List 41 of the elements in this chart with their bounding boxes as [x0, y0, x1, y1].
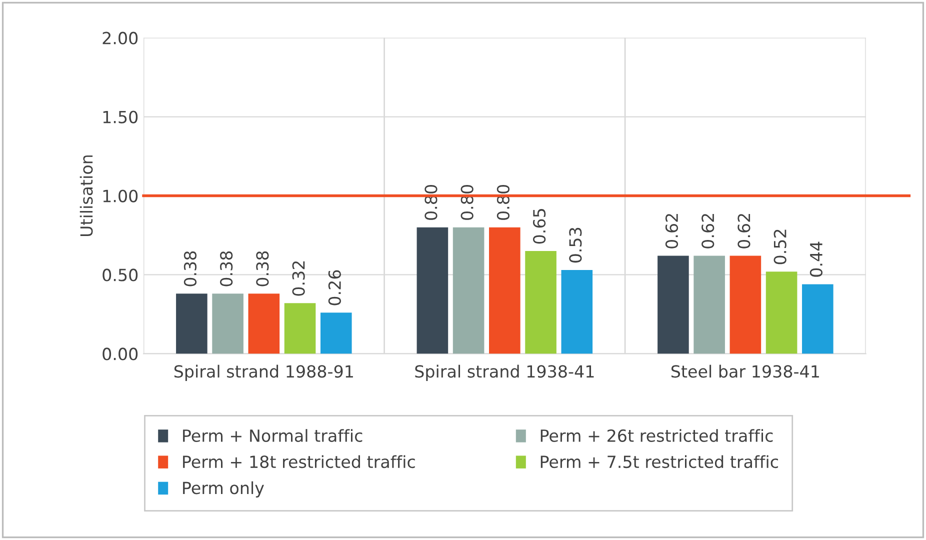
bar [416, 227, 448, 354]
bar [561, 270, 593, 354]
data-label: 0.65 [533, 209, 546, 244]
y-tick-label: 1.50 [103, 110, 138, 124]
data-label: 0.62 [702, 214, 714, 248]
x-tick-label: Spiral strand 1938-41 [415, 364, 594, 381]
data-label: 0.38 [184, 251, 197, 286]
x-tick-label: Spiral strand 1988-91 [174, 364, 353, 381]
data-label: 0.32 [292, 261, 305, 296]
bar [730, 256, 762, 354]
bar [212, 294, 244, 354]
data-label: 0.62 [738, 214, 750, 248]
bar [525, 251, 556, 354]
y-tick-label: 2.00 [102, 32, 138, 44]
y-axis-title: Utilisation [80, 155, 93, 236]
y-tick-label: 0.50 [102, 268, 138, 282]
data-label: 0.44 [810, 242, 822, 277]
data-label: 0.26 [328, 270, 341, 306]
bar [176, 294, 208, 354]
bar [802, 284, 834, 354]
data-label: 0.38 [220, 251, 233, 286]
legend-label: Perm only [183, 481, 264, 498]
bar [489, 227, 520, 354]
bar [658, 256, 689, 354]
bar [284, 303, 316, 354]
data-label: 0.38 [256, 251, 269, 286]
y-tick-label: 1.00 [103, 190, 138, 202]
bar [766, 272, 798, 354]
legend-label: Perm + 7.5t restricted traffic [540, 455, 778, 468]
bar [248, 294, 280, 354]
y-tick-label: 0.00 [102, 348, 138, 360]
data-label: 0.53 [569, 228, 582, 263]
legend-label: Perm + 18t restricted traffic [183, 455, 415, 468]
bar [452, 227, 484, 354]
legend-label: Perm + 26t restricted traffic [540, 429, 773, 442]
bar [694, 256, 725, 354]
data-label: 0.62 [665, 214, 678, 248]
x-tick-label: Steel bar 1938-41 [671, 364, 819, 378]
legend-label: Perm + Normal traffic [183, 429, 362, 442]
bar [320, 312, 352, 354]
data-label: 0.52 [774, 230, 786, 264]
